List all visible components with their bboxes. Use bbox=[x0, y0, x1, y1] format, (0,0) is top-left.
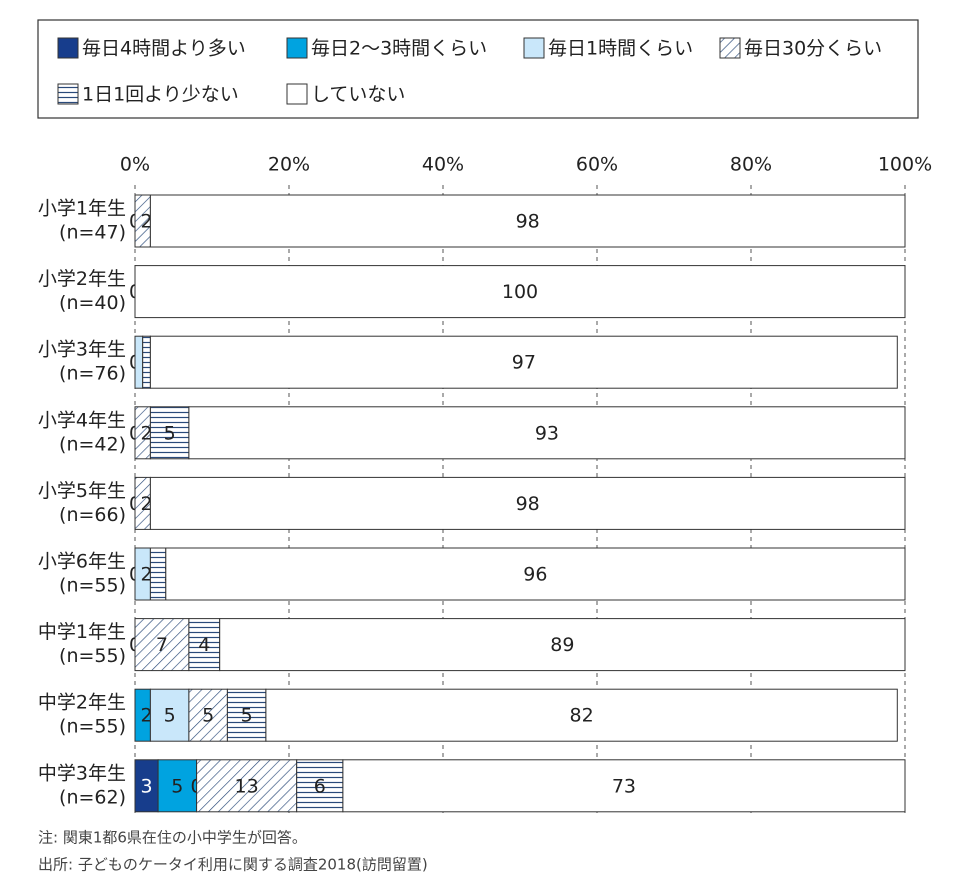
legend-label: していない bbox=[311, 84, 405, 106]
category-label: 小学2年生 bbox=[38, 268, 126, 290]
data-label: 5 bbox=[171, 775, 183, 797]
category-label: (n=62) bbox=[59, 786, 126, 808]
x-tick-label: 0% bbox=[120, 154, 150, 176]
bar-segment bbox=[188, 618, 221, 672]
category-label: (n=40) bbox=[59, 292, 126, 314]
category-label: 小学1年生 bbox=[38, 198, 126, 220]
data-label: 3 bbox=[141, 775, 153, 797]
data-label: 2 bbox=[140, 493, 152, 515]
x-tick-label: 80% bbox=[730, 154, 772, 176]
legend-swatch bbox=[57, 83, 79, 105]
category-label: (n=76) bbox=[59, 363, 126, 385]
data-label: 7 bbox=[156, 634, 168, 656]
data-label: 98 bbox=[516, 493, 540, 515]
data-label: 98 bbox=[516, 211, 540, 233]
data-label: 4 bbox=[198, 634, 210, 656]
bar-segment bbox=[165, 547, 906, 601]
data-label: 97 bbox=[512, 352, 536, 374]
data-label: 6 bbox=[314, 775, 326, 797]
data-label: 100 bbox=[502, 281, 538, 303]
category-label: 小学4年生 bbox=[38, 409, 126, 431]
category-label: (n=42) bbox=[59, 433, 126, 455]
data-label: 93 bbox=[535, 422, 559, 444]
category-label: (n=47) bbox=[59, 222, 126, 244]
category-label: 中学3年生 bbox=[38, 762, 126, 784]
category-label: (n=55) bbox=[59, 575, 126, 597]
data-label: 5 bbox=[164, 705, 176, 727]
bar-segment bbox=[188, 406, 906, 460]
note: 注: 関東1都6県在住の小中学生が回答。 bbox=[38, 829, 307, 847]
x-tick-label: 100% bbox=[878, 154, 932, 176]
legend-label: 1日1回より少ない bbox=[82, 84, 239, 106]
bar-segment bbox=[219, 618, 906, 672]
category-label: (n=55) bbox=[59, 645, 126, 667]
data-label: 89 bbox=[550, 634, 574, 656]
legend-label: 毎日2～3時間くらい bbox=[311, 38, 487, 60]
bar-segment bbox=[142, 335, 151, 389]
bar-segment bbox=[149, 406, 190, 460]
bar-segment bbox=[196, 759, 298, 813]
legend-swatch bbox=[286, 83, 308, 105]
data-label: 2 bbox=[140, 705, 152, 727]
category-label: (n=66) bbox=[59, 504, 126, 526]
legend-label: 毎日1時間くらい bbox=[548, 38, 693, 60]
data-label: 2 bbox=[140, 422, 152, 444]
data-label: 13 bbox=[235, 775, 259, 797]
data-label: 96 bbox=[523, 564, 547, 586]
x-tick-label: 60% bbox=[576, 154, 618, 176]
category-label: 小学5年生 bbox=[38, 480, 126, 502]
x-tick-label: 20% bbox=[268, 154, 310, 176]
bar-segment bbox=[296, 759, 344, 813]
category-label: 中学2年生 bbox=[38, 692, 126, 714]
x-tick-label: 40% bbox=[422, 154, 464, 176]
bar-segment bbox=[149, 335, 898, 389]
data-label: 82 bbox=[570, 705, 594, 727]
bar-segment bbox=[188, 688, 228, 742]
legend-label: 毎日4時間より多い bbox=[82, 38, 246, 60]
data-label: 5 bbox=[202, 705, 214, 727]
data-label: 73 bbox=[612, 775, 636, 797]
bar-segment bbox=[265, 688, 898, 742]
category-label: (n=55) bbox=[59, 716, 126, 738]
bar-segment bbox=[149, 688, 190, 742]
category-label: 中学1年生 bbox=[38, 621, 126, 643]
legend-swatch bbox=[523, 37, 545, 59]
legend-label: 毎日30分くらい bbox=[744, 38, 882, 60]
bar-segment bbox=[149, 194, 906, 248]
data-label: 5 bbox=[241, 705, 253, 727]
bar-segment bbox=[149, 476, 906, 530]
bar-segment bbox=[134, 265, 906, 319]
category-label: 小学3年生 bbox=[38, 339, 126, 361]
category-label: 小学6年生 bbox=[38, 551, 126, 573]
bar-segment bbox=[157, 759, 198, 813]
bar-segment bbox=[342, 759, 906, 813]
bar-segment bbox=[226, 688, 267, 742]
data-label: 2 bbox=[140, 211, 152, 233]
legend-swatch bbox=[286, 37, 308, 59]
data-label: 2 bbox=[140, 564, 152, 586]
legend-box bbox=[37, 19, 919, 119]
note: 出所: 子どものケータイ利用に関する調査2018(訪問留置) bbox=[38, 856, 428, 874]
data-label: 5 bbox=[164, 422, 176, 444]
legend-swatch bbox=[719, 37, 741, 59]
legend-swatch bbox=[57, 37, 79, 59]
